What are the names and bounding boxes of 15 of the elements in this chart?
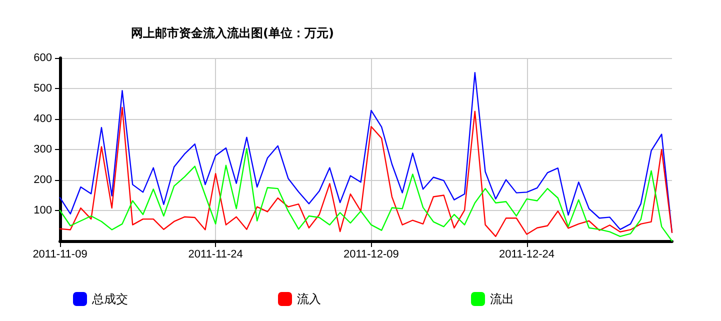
line-series bbox=[59, 106, 673, 238]
y-tick-label: 600 bbox=[34, 52, 52, 64]
y-tick-label: 100 bbox=[34, 204, 52, 216]
legend-label: 总成交 bbox=[91, 292, 128, 306]
y-tick-label: 400 bbox=[34, 113, 52, 125]
legend-label: 流入 bbox=[297, 292, 321, 306]
legend-label: 流出 bbox=[490, 292, 514, 306]
x-tick-label: 2011-12-24 bbox=[499, 248, 555, 260]
x-tick-label: 2011-11-24 bbox=[188, 248, 243, 260]
y-tick-label: 200 bbox=[34, 174, 52, 186]
y-tick-label: 500 bbox=[34, 82, 52, 94]
chart-title: 网上邮市资金流入流出图(单位：万元) bbox=[131, 26, 334, 40]
y-tick-label: 300 bbox=[34, 144, 52, 156]
x-tick-label: 2011-12-09 bbox=[343, 248, 399, 260]
x-tick-label: 2011-11-09 bbox=[32, 248, 88, 260]
